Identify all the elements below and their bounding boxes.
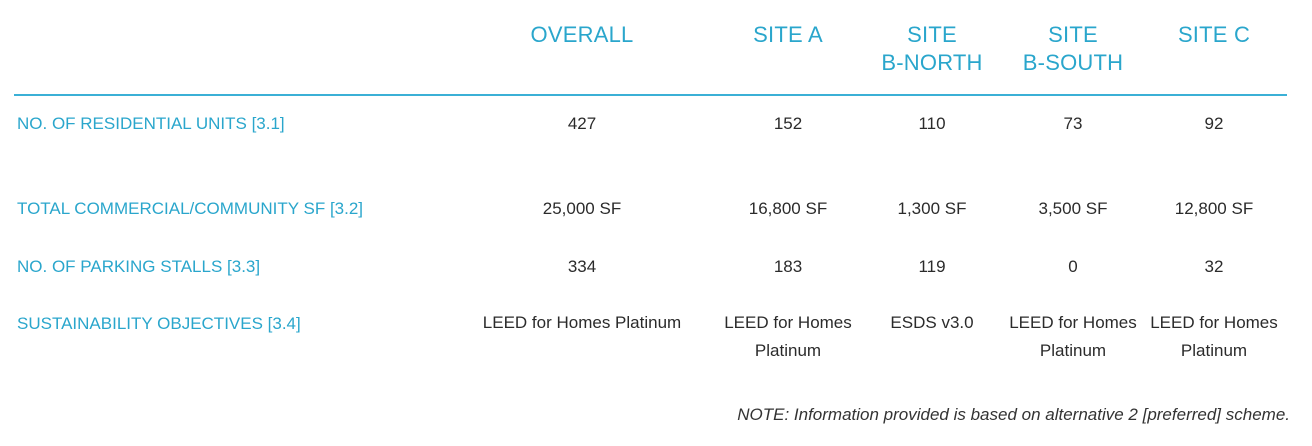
row-label-parking-stalls: NO. OF PARKING STALLS [3.3] xyxy=(17,257,261,276)
table-cell: LEED for Homes Platinum xyxy=(724,313,852,360)
table-cell: ESDS v3.0 xyxy=(890,313,974,332)
row-label-residential-units: NO. OF RESIDENTIAL UNITS [3.1] xyxy=(17,114,285,133)
header-divider xyxy=(14,94,1287,96)
table-cell: 152 xyxy=(773,114,803,133)
table-cell: 119 xyxy=(918,257,946,276)
table-cell: 0 xyxy=(1068,257,1078,276)
column-header-site-b-south: SITE B-SOUTH xyxy=(1022,22,1124,75)
table-cell: LEED for Homes Platinum xyxy=(1009,313,1137,360)
table-cell: 73 xyxy=(1063,114,1083,133)
table-cell: 110 xyxy=(918,114,946,133)
table-cell: 1,300 SF xyxy=(897,199,967,218)
table-cell: LEED for Homes Platinum xyxy=(1150,313,1278,360)
table-cell: 183 xyxy=(773,257,803,276)
row-label-sustainability: SUSTAINABILITY OBJECTIVES [3.4] xyxy=(17,314,301,333)
table-cell: LEED for Homes Platinum xyxy=(482,313,682,332)
table-cell: 3,500 SF xyxy=(1038,199,1108,218)
table-cell: 25,000 SF xyxy=(542,199,622,218)
column-header-site-a: SITE A xyxy=(753,22,823,47)
column-header-site-b-north: SITE B-NORTH xyxy=(881,22,983,75)
column-header-overall: OVERALL xyxy=(530,22,634,47)
table-cell: 32 xyxy=(1204,257,1224,276)
table-cell: 427 xyxy=(567,114,597,133)
column-header-site-c: SITE C xyxy=(1177,22,1251,47)
table-cell: 16,800 SF xyxy=(748,199,828,218)
table-cell: 334 xyxy=(567,257,597,276)
row-label-commercial-sf: TOTAL COMMERCIAL/COMMUNITY SF [3.2] xyxy=(17,199,364,218)
table-cell: 12,800 SF xyxy=(1174,199,1254,218)
footnote: NOTE: Information provided is based on a… xyxy=(737,405,1290,424)
table-cell: 92 xyxy=(1204,114,1224,133)
